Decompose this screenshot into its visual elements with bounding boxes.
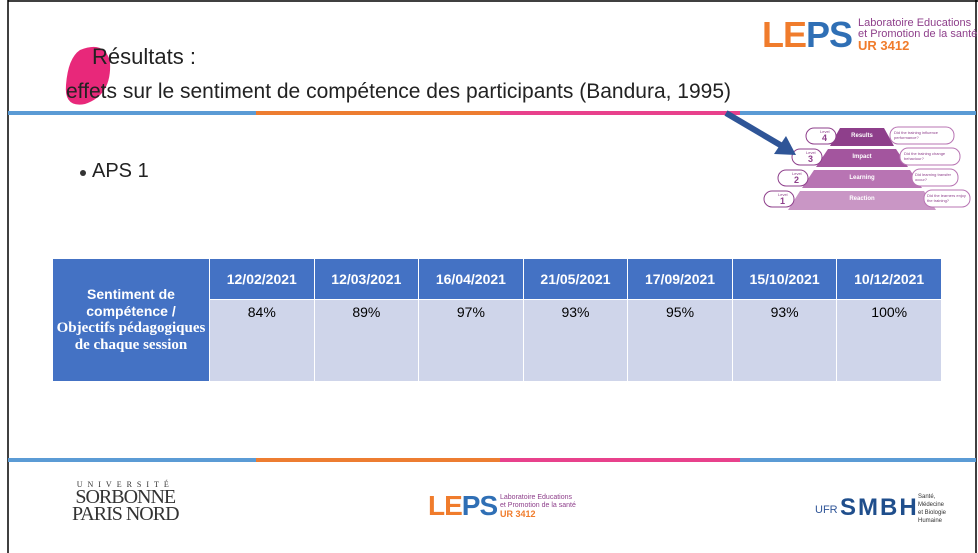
header-cell: Sentiment de compétence / Objectifs péda… [53, 259, 210, 382]
cell: 95% [628, 300, 733, 382]
logo-leps: LEPS [762, 14, 852, 56]
level-question: Did learning transfer occur? [915, 172, 957, 182]
bullet-text: APS 1 [92, 160, 149, 183]
header-row: Sentiment de compétence / Objectifs péda… [53, 259, 942, 300]
results-table: Sentiment de compétence / Objectifs péda… [52, 258, 942, 382]
header-cell-line: Sentiment de compétence / [54, 286, 208, 320]
column-header: 12/02/2021 [210, 259, 315, 300]
arrow [726, 113, 796, 155]
header-cell-line: Objectifs pédagogiques de chaque session [54, 320, 208, 354]
level-number: 1 [780, 196, 785, 206]
slide: Résultats : effets sur le sentiment de c… [0, 0, 978, 553]
ufr-name: SMBH [840, 494, 919, 522]
level-question: Did the training change behaviour? [904, 151, 960, 161]
column-header: 12/03/2021 [314, 259, 419, 300]
level-question: Did the training influence performance? [894, 130, 950, 140]
divider-bottom [8, 458, 976, 462]
logo-sorbonne: UNIVERSITÉ SORBONNE PARIS NORD [72, 480, 179, 523]
logo-text: Laboratoire Educations et Promotion de l… [858, 18, 977, 51]
level-question: Did the learners enjoy the training? [927, 193, 969, 203]
level-name: Reaction [842, 196, 882, 202]
level-number: 2 [794, 175, 799, 185]
ufr-prefix: UFR [815, 504, 838, 516]
column-header: 10/12/2021 [837, 259, 942, 300]
logo-line: UR 3412 [500, 510, 576, 518]
ufr-line: Médecine [918, 501, 946, 509]
footer-logo-leps: LEPS [428, 490, 497, 522]
logo-line: Laboratoire Educations [500, 494, 576, 502]
ufr-lines: Santé, Médecine et Biologie Humaine [918, 493, 946, 525]
column-header: 21/05/2021 [523, 259, 628, 300]
title: Résultats : [92, 44, 196, 70]
bullet-dot [80, 170, 86, 176]
divider-top [8, 111, 976, 115]
sorbonne-line: PARIS NORD [72, 506, 179, 523]
column-header: 15/10/2021 [732, 259, 837, 300]
column-header: 17/09/2021 [628, 259, 733, 300]
ufr-line: et Biologie [918, 509, 946, 517]
cell: 97% [419, 300, 524, 382]
cell: 93% [732, 300, 837, 382]
column-header: 16/04/2021 [419, 259, 524, 300]
subtitle: effets sur le sentiment de compétence de… [66, 80, 731, 104]
footer-logo-text: Laboratoire Educations et Promotion de l… [500, 494, 576, 518]
ufr-line: Santé, [918, 493, 946, 501]
cell: 84% [210, 300, 315, 382]
level-number: 3 [808, 154, 813, 164]
logo-line: UR 3412 [858, 40, 977, 51]
cell: 89% [314, 300, 419, 382]
cell: 100% [837, 300, 942, 382]
level-name: Results [842, 133, 882, 139]
cell: 93% [523, 300, 628, 382]
level-name: Impact [842, 154, 882, 160]
ufr-line: Humaine [918, 517, 946, 525]
level-number: 4 [822, 133, 827, 143]
level-name: Learning [842, 175, 882, 181]
